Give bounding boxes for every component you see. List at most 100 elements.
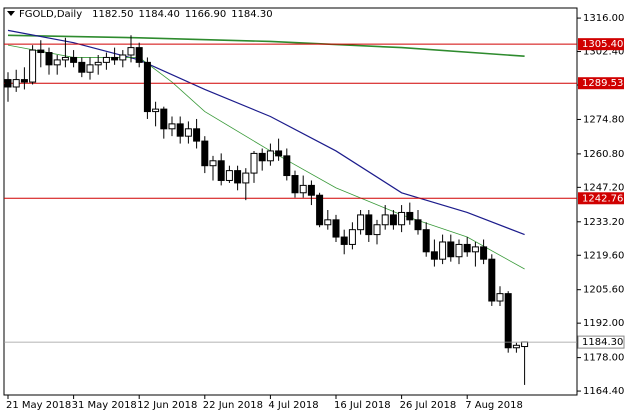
candle-body <box>53 59 61 66</box>
candle-body <box>70 56 78 63</box>
current-price-box <box>577 335 625 349</box>
candle-body <box>398 211 406 226</box>
candle-body <box>381 214 389 226</box>
candle-body <box>389 214 397 226</box>
candle-body <box>266 150 274 162</box>
plot-frame <box>3 7 578 396</box>
candle-body <box>94 61 102 66</box>
candle-body <box>422 229 430 253</box>
candle-body <box>176 123 184 137</box>
x-tick-label: 4 Jul 2018 <box>268 400 318 411</box>
candle-body <box>299 184 307 194</box>
x-tick-label: 16 Jul 2018 <box>334 400 391 411</box>
candle-body <box>447 241 455 258</box>
candle-body <box>373 224 381 236</box>
candle-body <box>12 79 20 88</box>
x-tick-label: 22 Jun 2018 <box>203 400 263 411</box>
x-tick-label: 26 Jul 2018 <box>400 400 457 411</box>
candle-body <box>184 128 192 137</box>
header-value: 1184.40 <box>138 9 179 20</box>
y-tick-label: 1192.00 <box>583 318 624 329</box>
candle-body <box>406 211 414 221</box>
candle-body <box>365 214 373 236</box>
current-price-label: 1184.30 <box>582 337 623 348</box>
candle-body <box>209 160 217 167</box>
candle-body <box>102 56 110 63</box>
candle-body <box>512 344 520 349</box>
candle-body <box>316 194 324 226</box>
level-label-box <box>578 38 624 51</box>
candle-body <box>234 170 242 184</box>
y-tick-label: 1274.80 <box>583 114 624 125</box>
candle-body <box>168 123 176 130</box>
candle-body <box>143 61 151 113</box>
x-tick-label: 12 Jun 2018 <box>137 400 197 411</box>
candle-body <box>455 243 463 258</box>
candle-body <box>291 175 299 194</box>
candle-body <box>258 152 266 162</box>
level-label-box <box>578 77 624 90</box>
candle-body <box>152 108 160 113</box>
candle-body <box>488 258 496 302</box>
candle-body <box>250 152 258 174</box>
candle-body <box>463 243 471 253</box>
candle-body <box>217 160 225 181</box>
candle-body <box>78 61 86 73</box>
candle-body <box>135 47 143 63</box>
candle-body <box>225 170 233 181</box>
candle-body <box>275 150 283 157</box>
x-tick-label: 31 May 2018 <box>72 400 137 411</box>
candle-body <box>20 79 28 83</box>
candle-body <box>504 293 512 349</box>
header-value: 1184.30 <box>231 9 272 20</box>
candle-body <box>242 172 250 184</box>
level-label: 1242.76 <box>582 193 623 204</box>
candle-body <box>111 56 119 61</box>
y-tick-label: 1247.20 <box>583 182 624 193</box>
y-tick-label: 1233.20 <box>583 217 624 228</box>
level-label: 1305.40 <box>582 39 623 50</box>
y-tick-label: 1219.60 <box>583 250 624 261</box>
candle-body <box>283 155 291 177</box>
candle-body <box>193 128 201 142</box>
candle-body <box>332 219 340 238</box>
candle-body <box>471 246 479 253</box>
candle-body <box>480 246 488 260</box>
candle-body <box>357 214 365 231</box>
candle-body <box>160 108 168 130</box>
y-tick-label: 1205.60 <box>583 285 624 296</box>
candle-body <box>4 79 12 88</box>
candle-body <box>521 341 529 348</box>
candle-body <box>324 219 332 226</box>
candle-body <box>201 140 209 167</box>
x-tick-label: 7 Aug 2018 <box>465 400 523 411</box>
symbol-icon <box>7 11 15 16</box>
moving-average <box>7 34 525 58</box>
y-tick-label: 1316.00 <box>583 13 624 24</box>
y-tick-label: 1164.40 <box>583 386 624 397</box>
candle-body <box>37 49 45 54</box>
y-tick-label: 1302.40 <box>583 47 624 58</box>
candle-body <box>348 229 356 245</box>
header-value: 1166.90 <box>185 9 226 20</box>
candle-body <box>119 54 127 61</box>
level-label-box <box>578 192 624 205</box>
candle-body <box>86 64 94 73</box>
candle-body <box>439 241 447 260</box>
y-tick-label: 1178.00 <box>583 353 624 364</box>
candle-body <box>127 47 135 56</box>
candle-body <box>414 219 422 231</box>
moving-average <box>7 29 525 236</box>
level-label: 1289.53 <box>582 78 623 89</box>
candle-body <box>61 56 69 61</box>
candle-body <box>340 236 348 245</box>
candle-body <box>496 293 504 302</box>
candle-body <box>29 49 37 83</box>
y-tick-label: 1260.80 <box>583 149 624 160</box>
x-tick-label: 21 May 2018 <box>6 400 71 411</box>
candle-body <box>430 251 438 260</box>
candle-body <box>307 184 315 196</box>
header-value: 1182.50 <box>92 9 133 20</box>
